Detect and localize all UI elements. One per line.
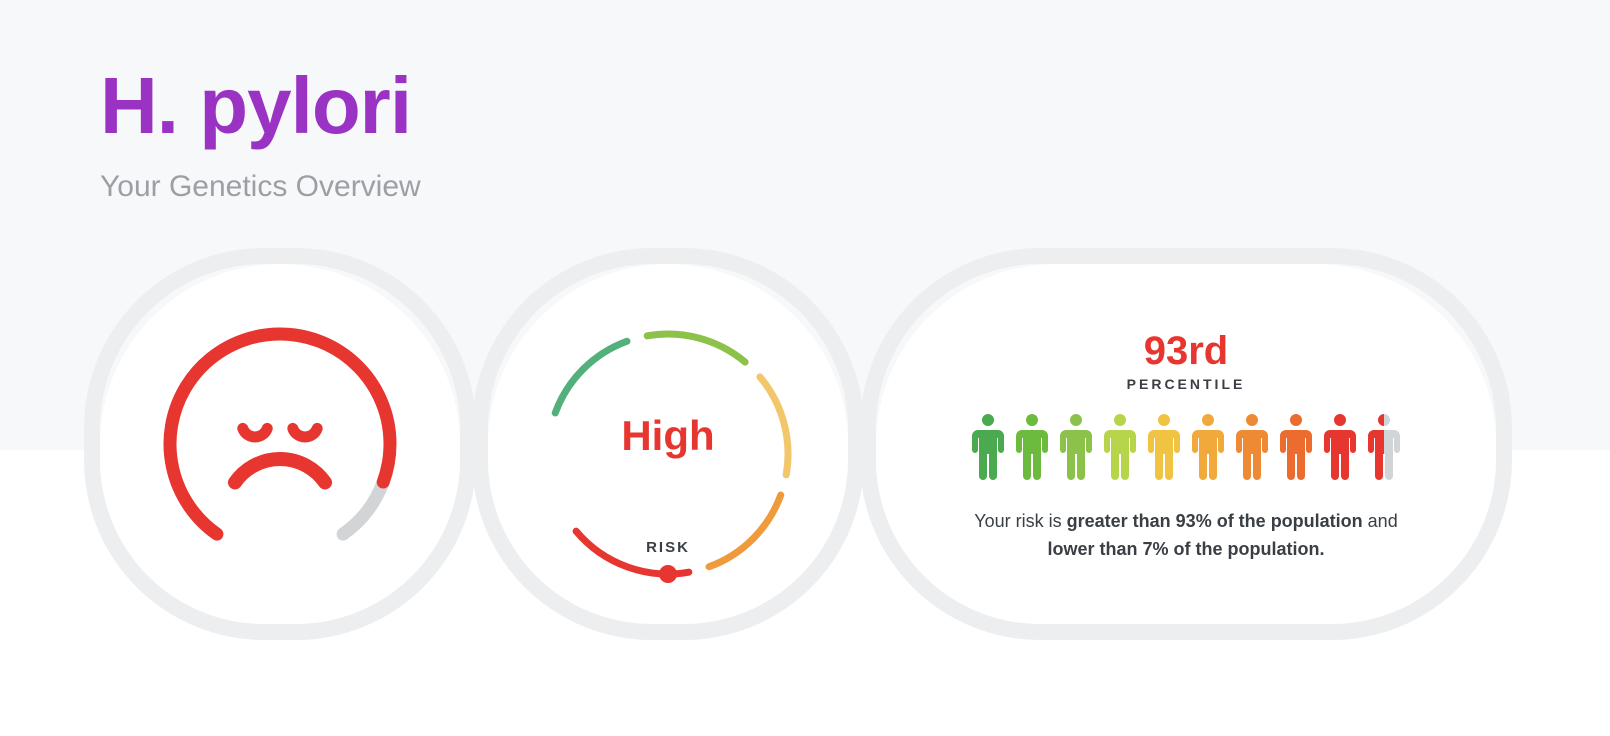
person-icon [1016, 414, 1048, 480]
gauge-value: High [488, 412, 848, 460]
cards-row: High RISK 93rd PERCENTILE Your risk is g… [100, 264, 1510, 624]
person-icon [1280, 414, 1312, 480]
person-icon [972, 414, 1004, 480]
person-icon [1148, 414, 1180, 480]
page-title: H. pylori [100, 60, 1510, 152]
desc-bold2: lower than 7% of the population. [1048, 539, 1325, 559]
page-subtitle: Your Genetics Overview [100, 170, 1510, 204]
people-row [972, 414, 1400, 480]
percentile-label: PERCENTILE [1127, 376, 1246, 392]
desc-bold1: greater than 93% of the population [1067, 511, 1363, 531]
person-icon [1192, 414, 1224, 480]
percentile-value: 93rd [1144, 329, 1229, 374]
desc-mid: and [1363, 511, 1398, 531]
desc-pre: Your risk is [974, 511, 1066, 531]
person-icon [1060, 414, 1092, 480]
person-icon [1104, 414, 1136, 480]
page-container: H. pylori Your Genetics Overview [0, 0, 1610, 624]
person-icon [1324, 414, 1356, 480]
gauge-wrap: High RISK [488, 264, 848, 624]
percentile-card: 93rd PERCENTILE Your risk is greater tha… [876, 264, 1496, 624]
percentile-description: Your risk is greater than 93% of the pop… [956, 508, 1416, 564]
person-icon [1368, 414, 1400, 480]
mood-card [100, 264, 460, 624]
risk-gauge-card: High RISK [488, 264, 848, 624]
gauge-label: RISK [488, 539, 848, 556]
sad-face-icon [150, 314, 410, 574]
person-icon [1236, 414, 1268, 480]
